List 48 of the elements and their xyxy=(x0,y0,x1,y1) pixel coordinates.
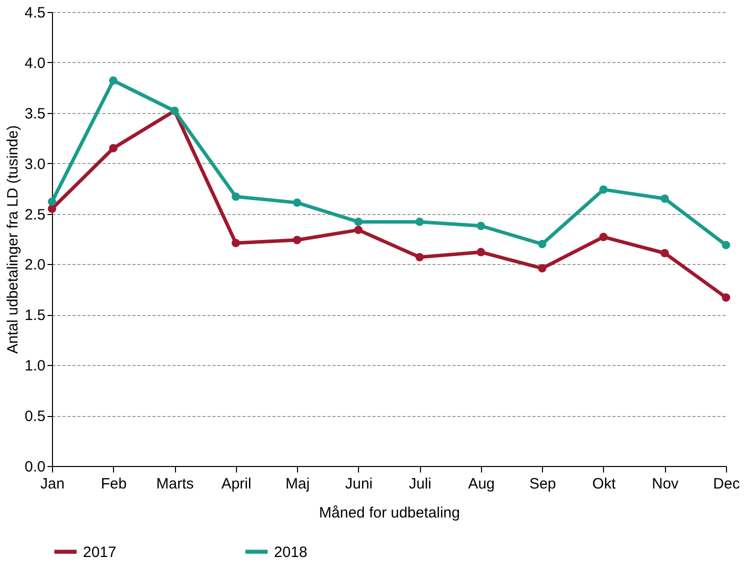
point xyxy=(48,204,56,213)
x-tick-label: Aug xyxy=(468,476,495,492)
x-tick-label: Juli xyxy=(408,476,432,492)
y-tick-label: 1.0 xyxy=(24,358,46,375)
point xyxy=(722,293,730,302)
y-tick-label: 4.5 xyxy=(24,4,46,22)
point xyxy=(232,238,240,248)
point xyxy=(232,192,240,201)
y-tick-label: 2.0 xyxy=(24,256,46,274)
x-tick-label: Feb xyxy=(100,476,127,492)
x-tick-label: Juni xyxy=(345,476,373,492)
x-tick-label: Maj xyxy=(286,476,310,492)
y-tick-label: 3.5 xyxy=(24,105,46,122)
point xyxy=(476,248,486,256)
y-tick-label: 2.5 xyxy=(24,206,46,224)
legend-label: 2017 xyxy=(83,544,116,561)
x-tick-label: April xyxy=(221,476,252,492)
point xyxy=(599,185,608,194)
point xyxy=(599,232,608,242)
point xyxy=(660,194,669,203)
point xyxy=(538,264,546,272)
x-tick-label: Nov xyxy=(652,476,680,492)
y-axis-title: Antal udbetalinger fra LD (tusinde) xyxy=(4,125,22,354)
point xyxy=(722,240,730,250)
point xyxy=(48,197,56,206)
point xyxy=(109,76,118,85)
x-tick-label: Dec xyxy=(713,476,740,492)
y-tick-label: 4.0 xyxy=(24,54,46,72)
point xyxy=(538,240,546,248)
y-tick-label: 3.0 xyxy=(24,156,46,173)
y-tick-label: 1.5 xyxy=(24,307,46,324)
point xyxy=(660,248,669,258)
x-tick-label: Okt xyxy=(592,476,616,492)
y-tick-label: 0.5 xyxy=(24,408,46,426)
legend-label: 2018 xyxy=(274,544,308,561)
point xyxy=(109,144,118,152)
x-tick-label: Marts xyxy=(156,476,194,492)
point xyxy=(354,218,363,226)
x-tick-label: Jan xyxy=(40,476,65,492)
point xyxy=(354,226,363,234)
x-axis-title: Måned for udbetaling xyxy=(319,504,460,522)
point xyxy=(292,236,302,244)
point xyxy=(415,218,424,226)
point xyxy=(415,252,424,262)
point xyxy=(292,198,302,207)
x-tick-label: Sep xyxy=(529,476,556,492)
y-tick-label: 0.0 xyxy=(24,458,46,476)
point xyxy=(476,222,486,230)
